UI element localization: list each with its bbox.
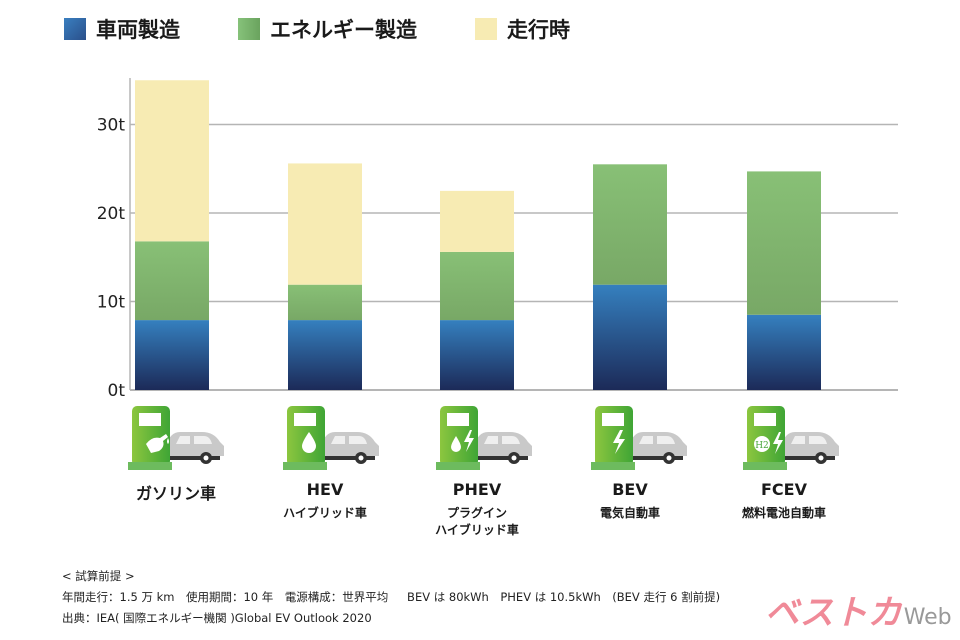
notes-assumptions: 年間走行：1.5 万 km 使用期間：10 年 電源構成：世界平均 BEV は … — [62, 590, 721, 604]
bar-segment-BEV-エネルギー製造 — [593, 164, 667, 285]
drop-bolt-car-icon — [436, 402, 536, 472]
bar-segment-PHEV-走行時 — [440, 190, 514, 252]
bar-segment-PHEV-車両製造 — [440, 320, 514, 390]
category-label: FCEV 燃料電池自動車 — [704, 480, 864, 522]
legend-swatch-energy — [238, 18, 260, 40]
bar-segment-FCEV-車両製造 — [747, 314, 821, 390]
gas-pump-car-icon — [128, 402, 228, 472]
bar-segment-PHEV-エネルギー製造 — [440, 251, 514, 321]
bar-segment-ガソリン車-走行時 — [135, 80, 209, 242]
legend-swatch-vehicle — [64, 18, 86, 40]
category-label: HEV ハイブリッド車 — [245, 480, 405, 522]
notes: < 試算前提 > 年間走行：1.5 万 km 使用期間：10 年 電源構成：世界… — [62, 566, 720, 629]
y-tick-label: 20t — [97, 204, 126, 224]
bar-segment-BEV-車両製造 — [593, 284, 667, 390]
category-label: BEV 電気自動車 — [550, 480, 710, 522]
category-name: PHEV — [452, 480, 502, 499]
category-subtitle: 電気自動車 — [599, 506, 660, 520]
bar-segment-HEV-車両製造 — [288, 320, 362, 390]
category-name: BEV — [612, 480, 648, 499]
legend-label: 走行時 — [507, 18, 570, 42]
category-name: HEV — [306, 480, 344, 499]
bar-segment-ガソリン車-車両製造 — [135, 320, 209, 390]
y-ticks: 0t 10t 20t 30t — [97, 116, 126, 402]
legend: 車両製造 エネルギー製造 走行時 — [64, 14, 628, 44]
category-subtitle: ハイブリッド車 — [283, 506, 367, 520]
fuel-drop-car-icon — [283, 402, 383, 472]
y-tick-label: 10t — [97, 293, 126, 313]
category-label: PHEV プラグインハイブリッド車 — [397, 480, 557, 539]
legend-swatch-driving — [475, 18, 497, 40]
legend-label: エネルギー製造 — [270, 18, 417, 42]
bars — [135, 80, 821, 390]
category-label: ガソリン車 — [96, 480, 256, 510]
y-tick-label: 0t — [108, 381, 126, 401]
category-subtitle: 燃料電池自動車 — [741, 506, 826, 520]
category-subtitle: ハイブリッド車 — [435, 523, 519, 537]
bar-segment-ガソリン車-エネルギー製造 — [135, 241, 209, 321]
bestcar-web-logo: ベストカWeb — [765, 585, 952, 634]
legend-item-driving: 走行時 — [475, 14, 570, 44]
svg-text:H2: H2 — [755, 441, 769, 451]
category-name: ガソリン車 — [135, 484, 216, 503]
legend-label: 車両製造 — [96, 18, 180, 42]
notes-source: 出典：IEA( 国際エネルギー機関 )Global EV Outlook 202… — [62, 611, 372, 625]
bar-segment-HEV-走行時 — [288, 163, 362, 285]
category-subtitle: プラグイン — [446, 506, 507, 520]
notes-header: < 試算前提 > — [62, 569, 135, 583]
logo-suffix: Web — [903, 605, 952, 630]
bolt-car-icon — [591, 402, 691, 472]
category-name: FCEV — [761, 480, 807, 499]
y-tick-label: 30t — [97, 116, 126, 136]
legend-item-vehicle: 車両製造 — [64, 14, 180, 44]
logo-main: ベストカ — [765, 593, 902, 633]
h2-bolt-car-icon: H2 — [743, 402, 843, 472]
legend-item-energy: エネルギー製造 — [238, 14, 417, 44]
bar-segment-FCEV-エネルギー製造 — [747, 171, 821, 315]
bar-segment-HEV-エネルギー製造 — [288, 284, 362, 321]
